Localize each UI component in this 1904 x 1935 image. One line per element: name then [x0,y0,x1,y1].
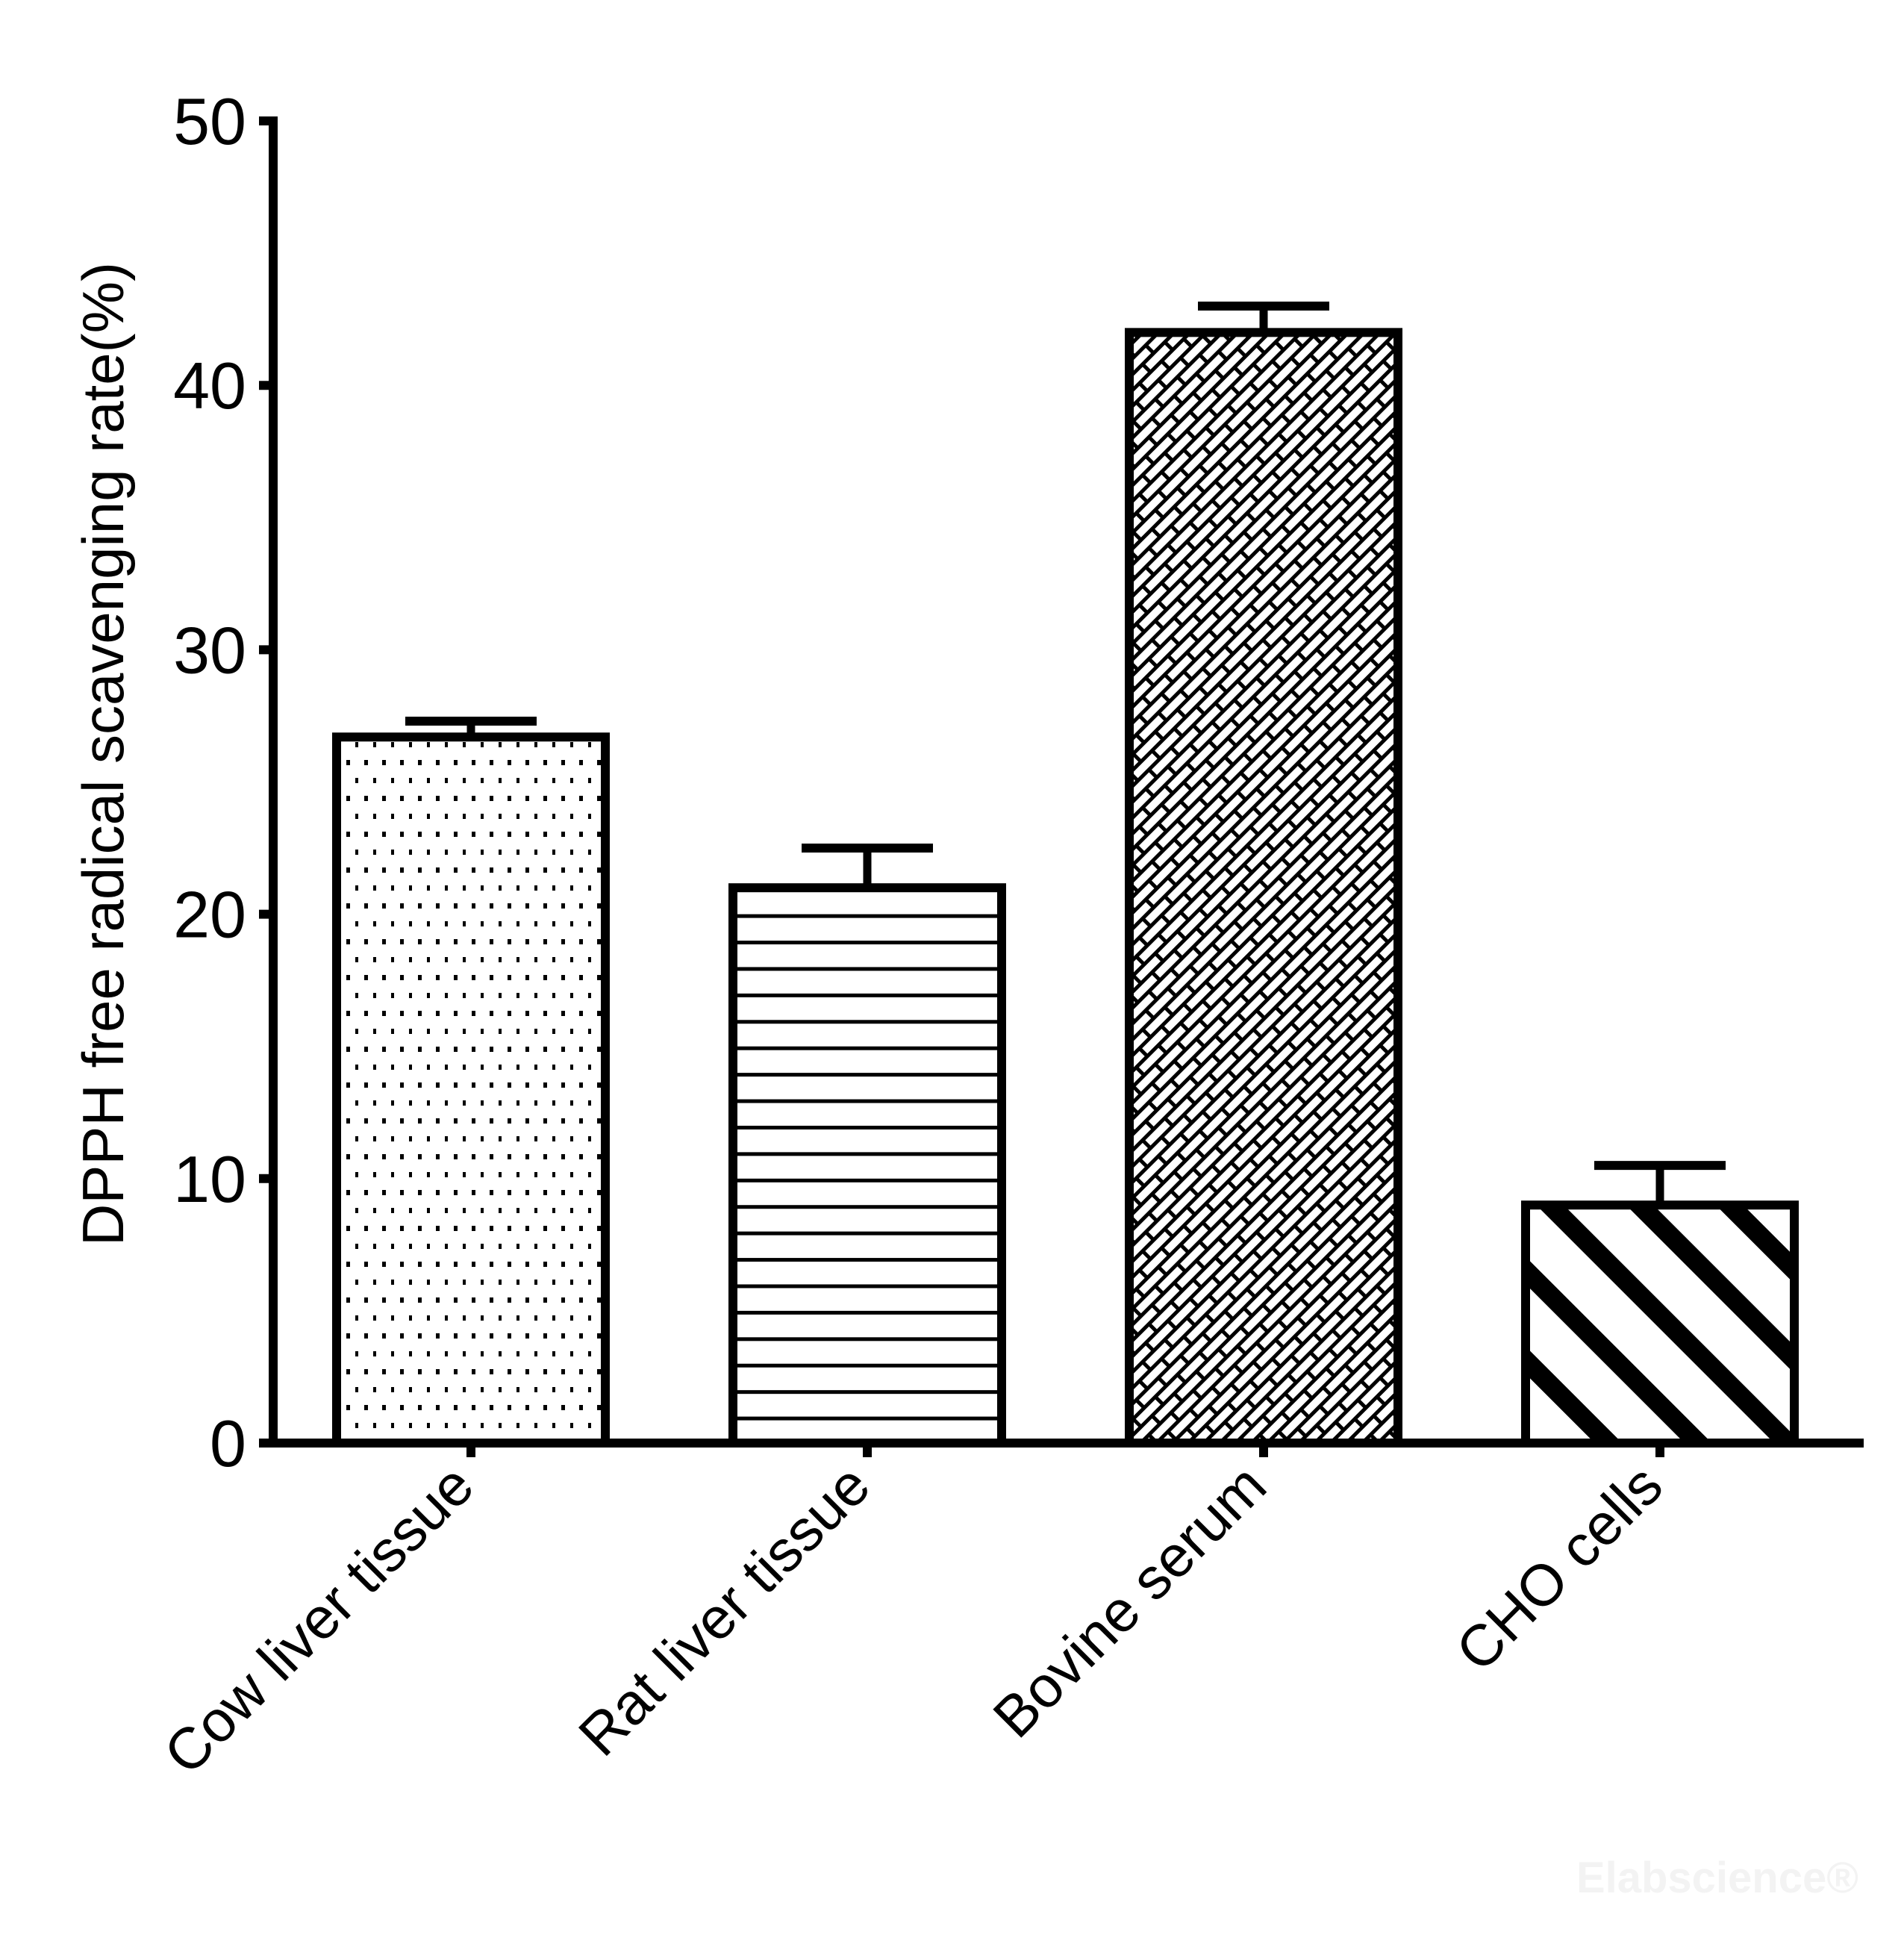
watermark-logo: Elabscience® [1576,1854,1858,1902]
bar-group [332,717,610,1448]
x-tick-label: CHO cells [1443,1452,1675,1683]
axes-layer [259,116,1864,1448]
bar [1125,328,1402,1448]
y-axis-label: DPPH free radical scavenging rate(%) [70,262,136,1246]
y-tick-label: 30 [173,613,246,687]
x-ticks: Cow liver tissue Rat liver tissue Bovine s… [152,1443,1675,1786]
bar-group [1521,1161,1799,1448]
bar [332,732,610,1448]
y-tick-label: 10 [173,1142,246,1216]
y-tick-label: 40 [173,349,246,423]
bar-group [1125,301,1402,1448]
bar-group [728,844,1006,1448]
bars-layer [332,301,1799,1448]
bar [728,883,1006,1448]
y-tick-label: 0 [210,1406,246,1480]
x-tick-label: Bovine serum [981,1452,1279,1750]
y-ticks: 0 10 20 30 40 50 [173,84,273,1480]
y-tick-label: 20 [173,878,246,952]
bar [1521,1200,1799,1448]
y-tick-label: 50 [173,84,246,158]
x-tick-label: Cow liver tissue [152,1452,486,1786]
x-tick-label: Rat liver tissue [566,1452,882,1769]
